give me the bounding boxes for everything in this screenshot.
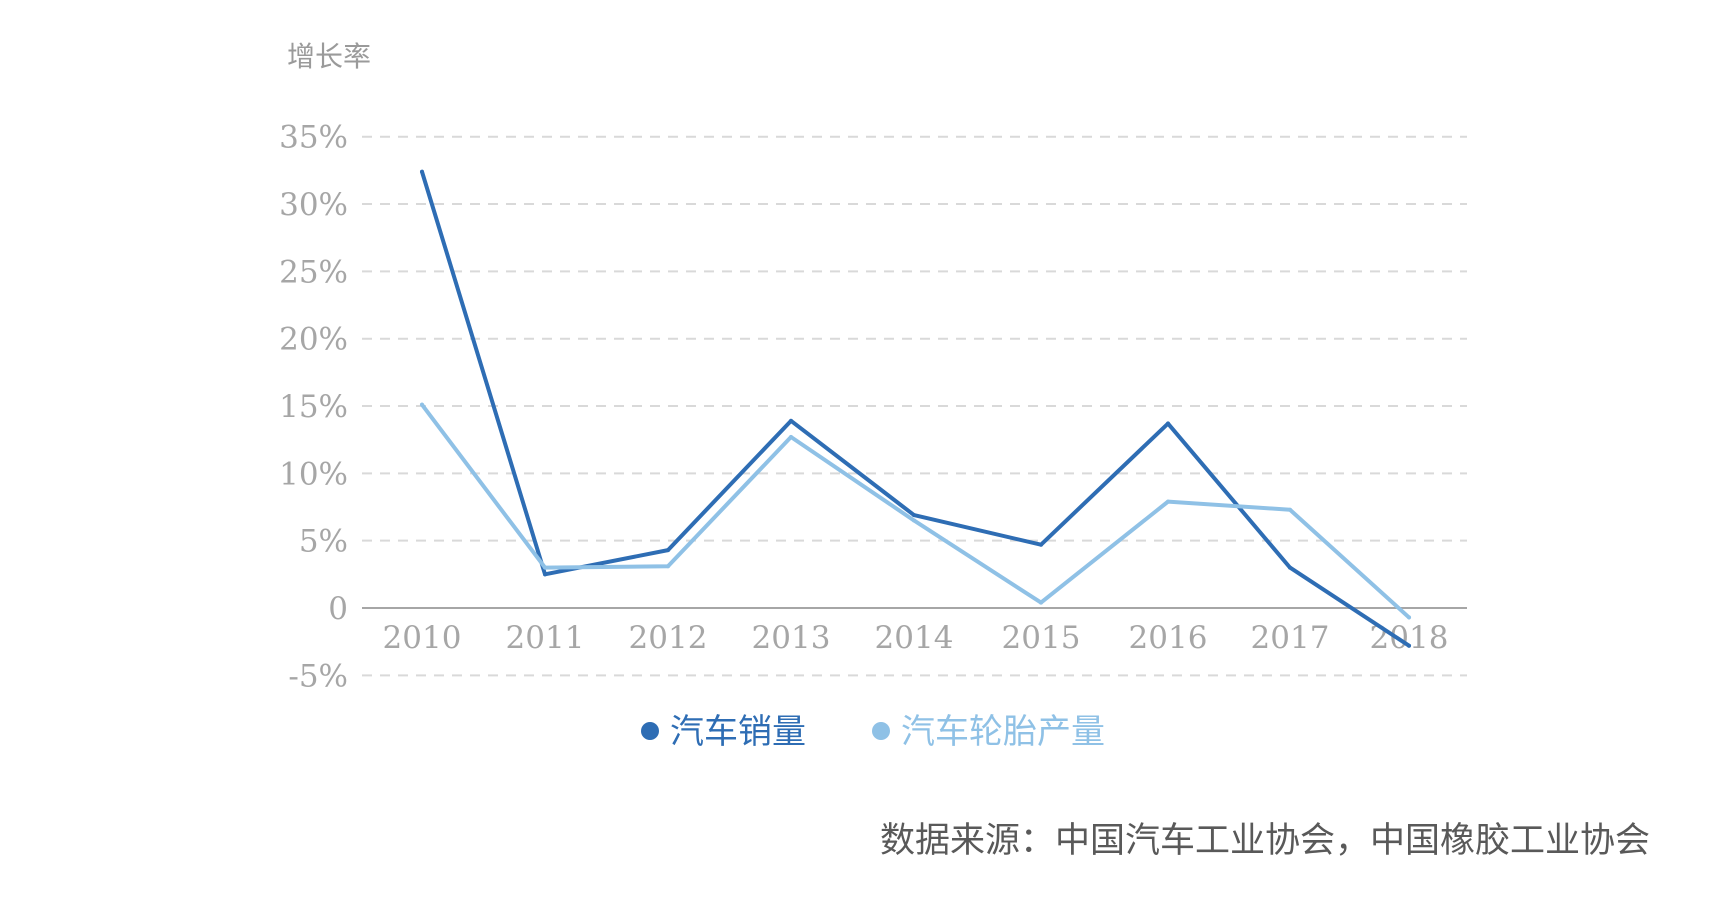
- y-axis-title: 增长率: [287, 40, 371, 73]
- legend: 汽车销量 汽车轮胎产量: [641, 712, 1105, 752]
- y-tick-label: 20%: [279, 322, 348, 358]
- y-tick-label: 0: [328, 591, 348, 627]
- series-line-2: [420, 402, 1411, 620]
- data-point: [1288, 565, 1292, 570]
- y-tick-label: 30%: [279, 187, 348, 223]
- data-point: [912, 513, 916, 518]
- y-tick-label: 5%: [299, 524, 348, 560]
- data-point: [420, 402, 424, 407]
- legend-marker: [641, 722, 659, 740]
- y-tick-label: 35%: [279, 120, 348, 156]
- data-point: [912, 518, 916, 523]
- y-tick-label: 10%: [279, 456, 348, 492]
- data-point: [1407, 615, 1411, 620]
- x-tick-label: 2011: [506, 620, 585, 656]
- y-tick-label: -5%: [288, 658, 348, 694]
- series-lines: [420, 169, 1411, 648]
- x-tick-label: 2013: [752, 620, 831, 656]
- data-point: [789, 434, 793, 439]
- x-tick-label: 2016: [1129, 620, 1208, 656]
- y-tick-labels: 35% 30% 25% 20% 15% 10% 5% 0 -5%: [279, 120, 348, 695]
- data-point: [1166, 421, 1170, 426]
- data-point: [1288, 507, 1292, 512]
- data-point: [666, 564, 670, 569]
- data-point: [1407, 643, 1411, 648]
- data-point: [666, 548, 670, 553]
- data-point: [1166, 499, 1170, 504]
- legend-marker: [872, 722, 890, 740]
- x-tick-label: 2017: [1251, 620, 1330, 656]
- y-tick-label: 25%: [279, 254, 348, 290]
- legend-label: 汽车轮胎产量: [901, 712, 1105, 752]
- data-point: [543, 572, 547, 577]
- x-tick-label: 2018: [1370, 620, 1449, 656]
- data-source-note: 数据来源：中国汽车工业协会，中国橡胶工业协会: [880, 821, 1650, 861]
- x-tick-label: 2014: [875, 620, 954, 656]
- data-point: [1039, 542, 1043, 547]
- legend-label: 汽车销量: [670, 712, 806, 752]
- data-point: [420, 169, 424, 174]
- x-tick-label: 2012: [629, 620, 708, 656]
- gridlines: [362, 135, 1467, 677]
- x-tick-labels: 2010 2011 2012 2013 2014 2015 2016 2017 2018: [383, 620, 1449, 656]
- x-tick-label: 2015: [1002, 620, 1081, 656]
- series-line-1: [420, 169, 1411, 648]
- y-tick-label: 15%: [279, 389, 348, 425]
- data-point: [789, 418, 793, 423]
- data-point: [1039, 600, 1043, 605]
- x-tick-label: 2010: [383, 620, 462, 656]
- data-point: [543, 565, 547, 570]
